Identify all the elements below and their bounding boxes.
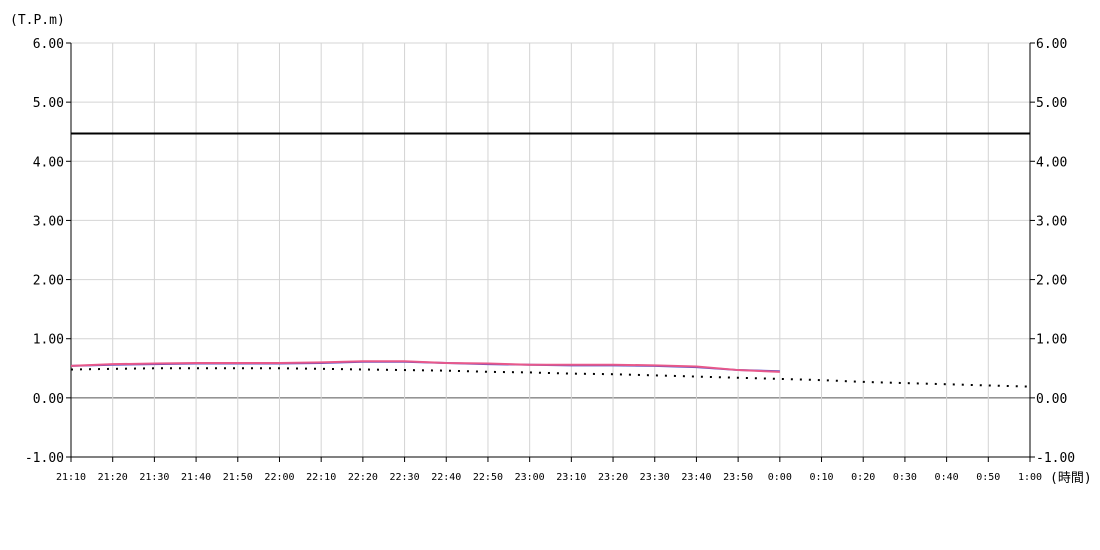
x-tick-label: 0:20 [851,472,875,483]
y-tick-label-right: 4.00 [1036,155,1067,170]
y-tick-label-left: 2.00 [33,274,64,289]
axes [66,42,1035,462]
x-tick-label: 23:30 [640,472,670,483]
y-tick-label-right: 2.00 [1036,274,1067,289]
x-tick-label: 0:50 [976,472,1000,483]
x-tick-label: 21:20 [98,472,128,483]
x-tick-label: 1:00 [1018,472,1042,483]
y-tick-label-right: 6.00 [1036,37,1067,52]
y-tick-label-left: 5.00 [33,96,64,111]
x-tick-label: 22:50 [473,472,503,483]
predicted-series-line [70,367,1031,388]
y-tick-label-right: 5.00 [1036,96,1067,111]
x-tick-label: 23:10 [556,472,586,483]
y-tick-label-left: 0.00 [33,392,64,407]
y-tick-label-right: 1.00 [1036,333,1067,348]
grid [70,42,1031,458]
x-tick-label: 21:30 [139,472,169,483]
x-tick-label: 0:30 [893,472,917,483]
x-tick-label: 23:20 [598,472,628,483]
x-tick-label: 22:00 [264,472,294,483]
x-tick-label: 21:10 [56,472,86,483]
y-tick-label-left: -1.00 [25,451,64,466]
x-tick-label: 23:00 [515,472,545,483]
y-tick-label-right: 3.00 [1036,214,1067,229]
x-tick-label: 0:40 [935,472,959,483]
series-layer [70,132,1031,388]
x-tick-label: 21:40 [181,472,211,483]
y-tick-label-left: 1.00 [33,333,64,348]
y-tick-label-left: 4.00 [33,155,64,170]
x-tick-label: 23:50 [723,472,753,483]
x-tick-label: 22:30 [390,472,420,483]
x-tick-label: 23:40 [681,472,711,483]
y-tick-label-left: 3.00 [33,214,64,229]
y-tick-label-left: 6.00 [33,37,64,52]
x-tick-label: 21:50 [223,472,253,483]
y-unit-label: (T.P.m) [10,13,65,28]
x-tick-label: 22:10 [306,472,336,483]
x-tick-label: 22:40 [431,472,461,483]
x-tick-label: 22:20 [348,472,378,483]
observed-series-line-2 [70,360,780,373]
x-unit-label: (時間) [1050,471,1092,486]
y-tick-label-right: 0.00 [1036,392,1067,407]
y-tick-label-right: -1.00 [1036,451,1075,466]
x-tick-label: 0:10 [809,472,833,483]
tick-labels: 6.00 6.00 5.00 5.00 4.00 4.00 3.00 3.00 2.00 2.00… [25,37,1075,483]
x-tick-label: 0:00 [768,472,792,483]
